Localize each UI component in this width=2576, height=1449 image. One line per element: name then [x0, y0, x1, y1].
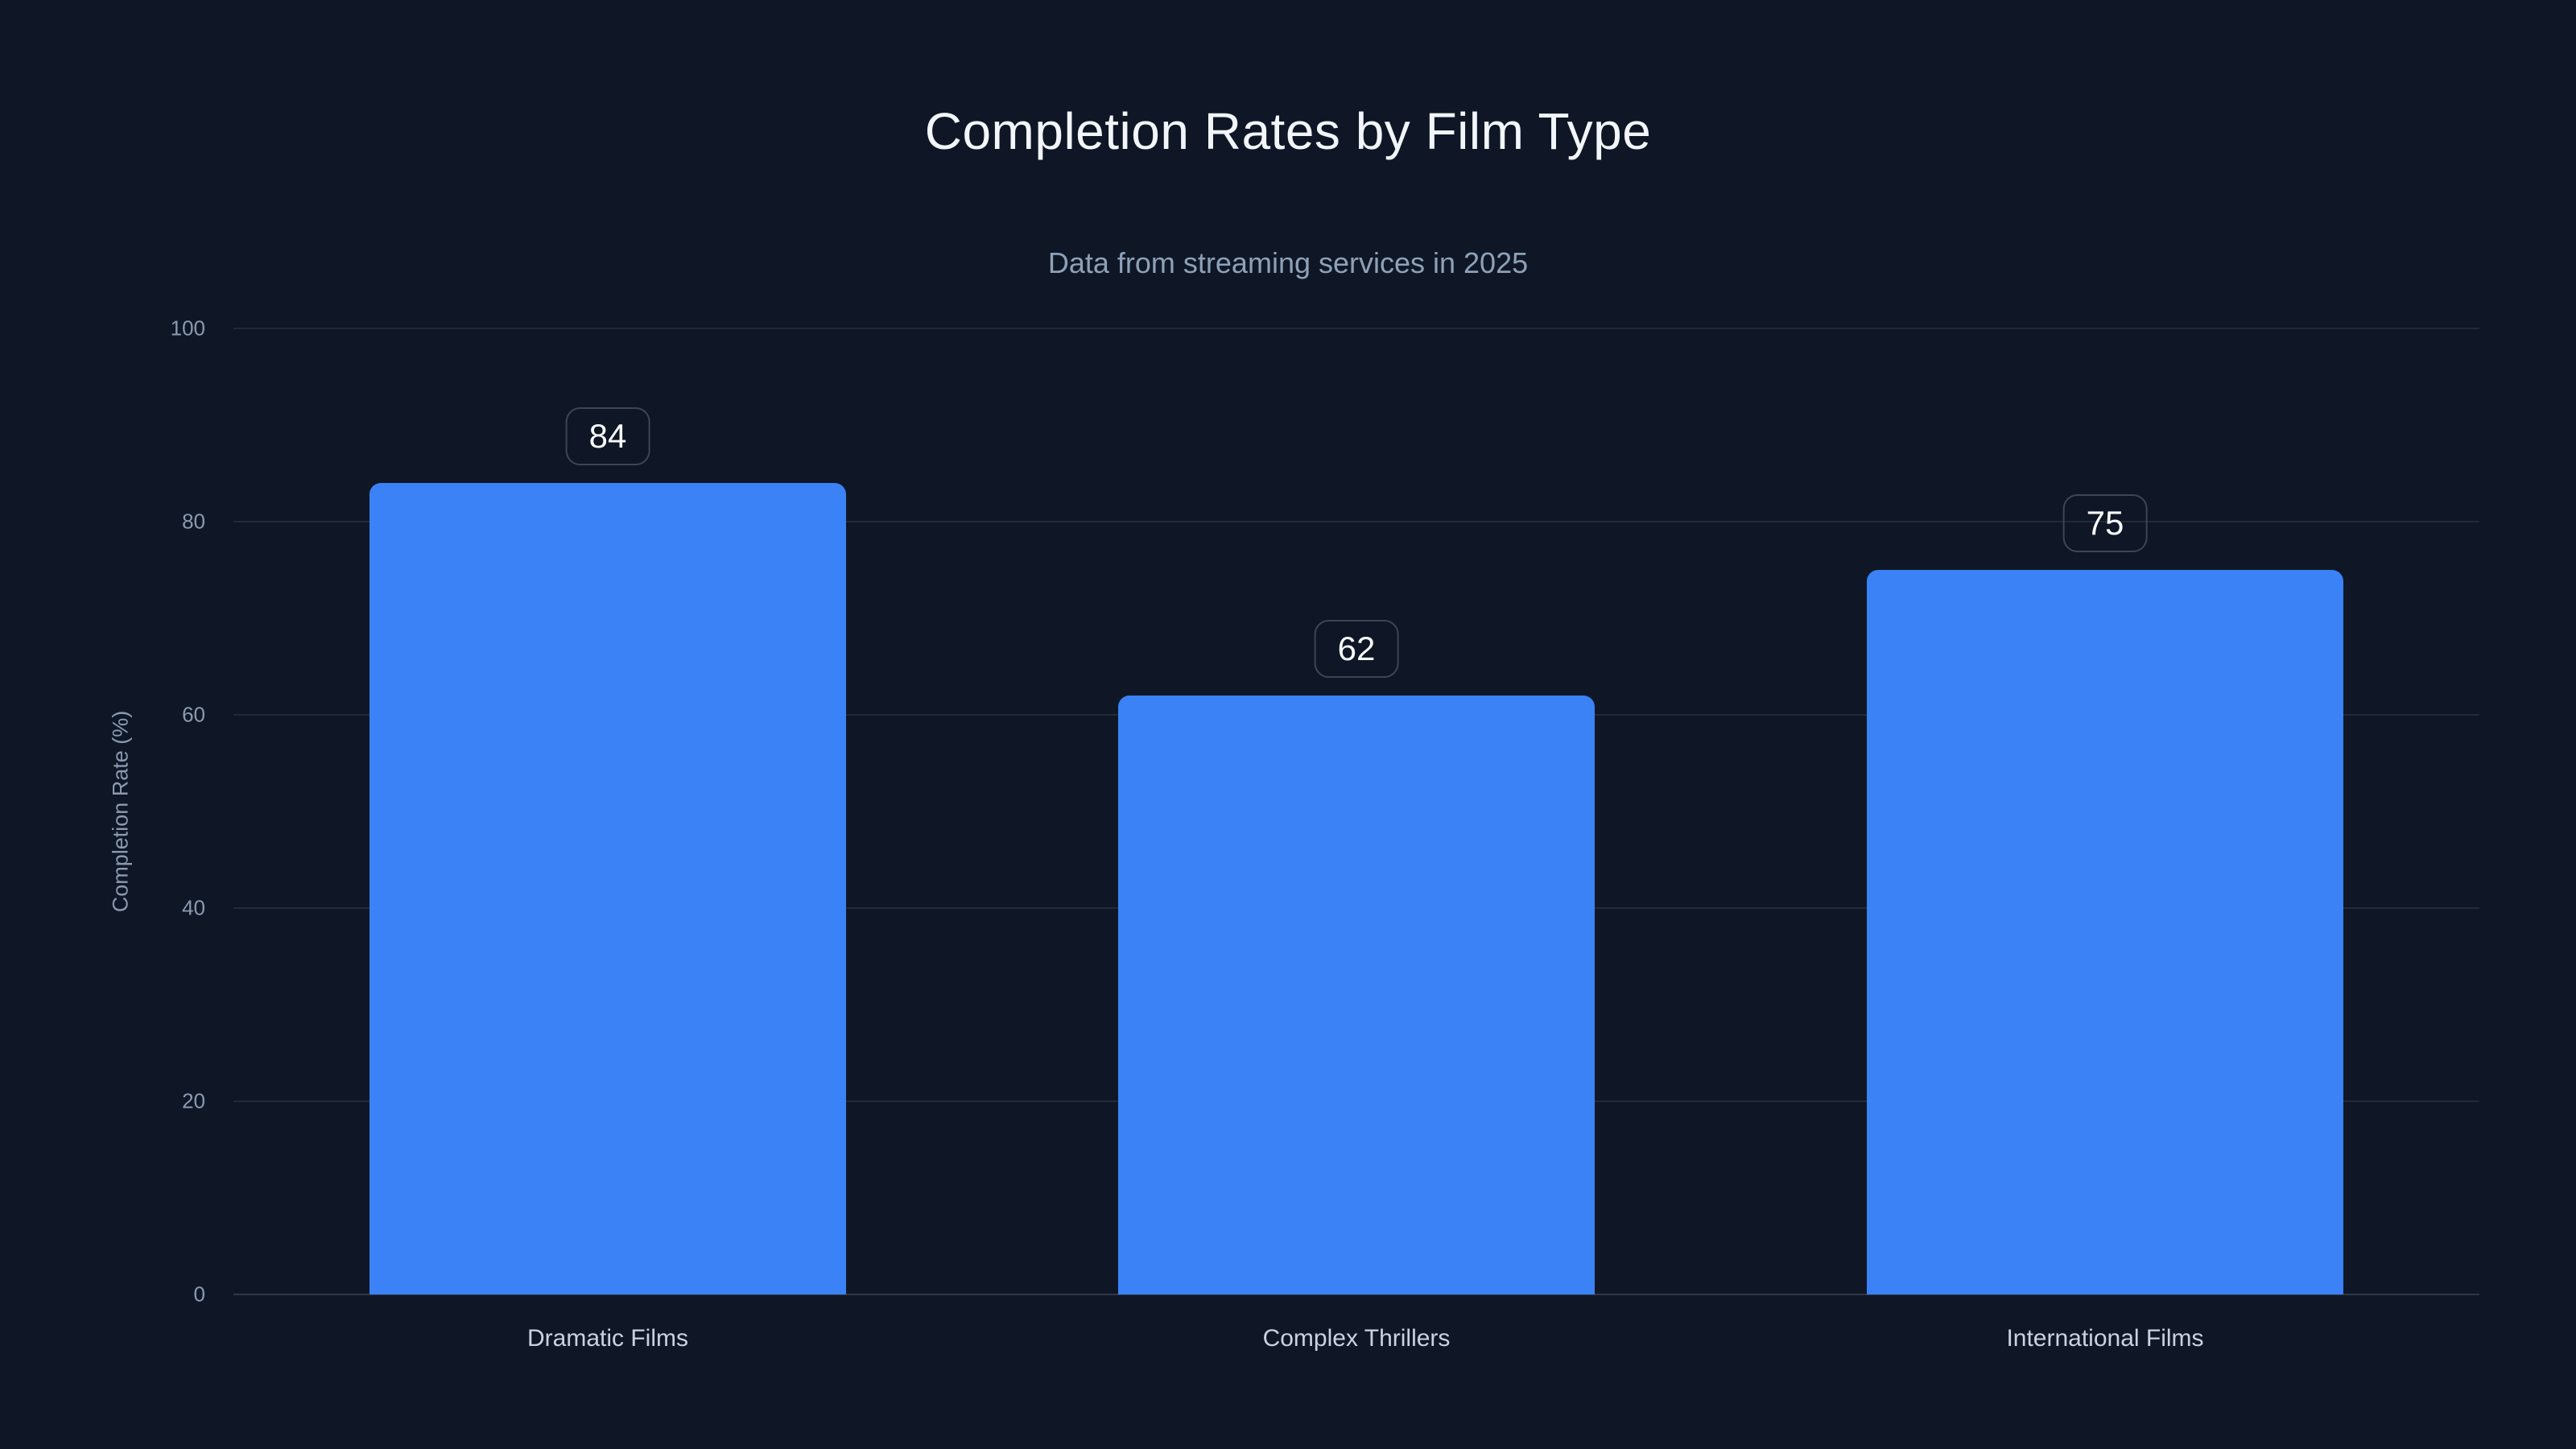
- bars-layer: 84 Dramatic Films 62 Complex Thrillers 75 Int…: [233, 328, 2479, 1352]
- y-tick-label: 80: [182, 509, 205, 534]
- y-tick-label: 40: [182, 895, 205, 920]
- bar-value-badge: 62: [1314, 620, 1399, 678]
- y-tick-label: 0: [193, 1282, 205, 1307]
- plot-area: 0 20 40 60 80 100 84 Dramatic Films 62 Complex T…: [171, 316, 2479, 1352]
- bar[interactable]: [369, 483, 846, 1294]
- category-label: Dramatic Films: [527, 1325, 688, 1352]
- category-label: International Films: [2006, 1325, 2204, 1352]
- gridline: [233, 521, 2479, 522]
- bar-value-badge: 84: [565, 407, 650, 465]
- bar-value-badge: 75: [2062, 494, 2148, 552]
- y-tick-label: 20: [182, 1088, 205, 1113]
- y-tick-label: 60: [182, 702, 205, 727]
- bar[interactable]: [1118, 696, 1595, 1294]
- category-label: Complex Thrillers: [1262, 1325, 1451, 1352]
- x-axis-line: [233, 1294, 2479, 1295]
- bar[interactable]: [1867, 570, 2343, 1294]
- y-tick-label: 100: [170, 316, 205, 341]
- chart-title: Completion Rates by Film Type: [924, 102, 1652, 160]
- gridline: [233, 328, 2479, 329]
- chart-subtitle: Data from streaming services in 2025: [1047, 246, 1529, 279]
- y-axis-title: Completion Rate (%): [108, 710, 133, 913]
